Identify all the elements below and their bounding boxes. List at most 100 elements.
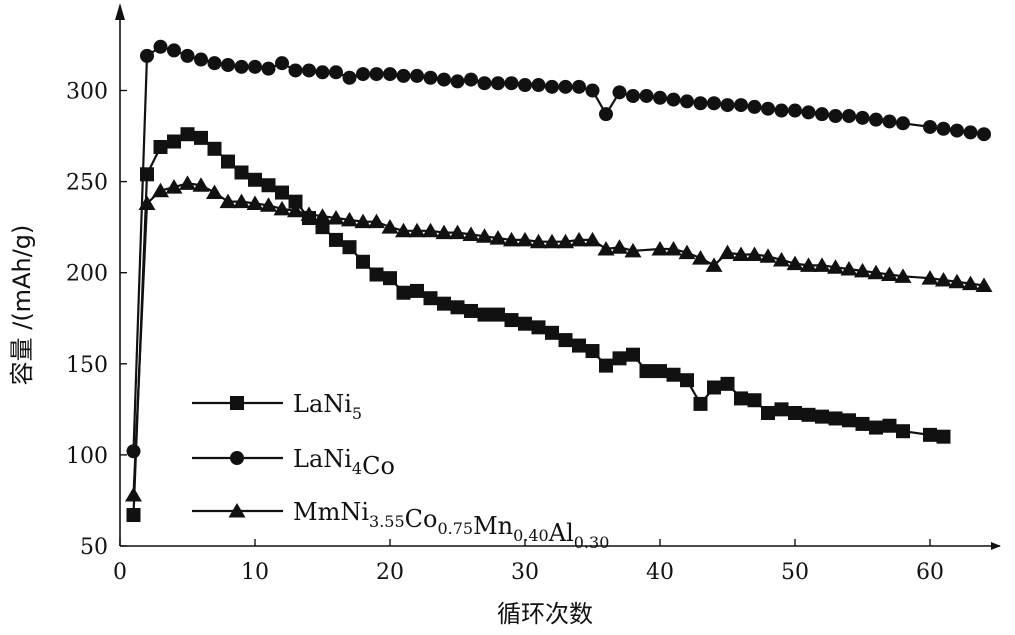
data-point: [801, 105, 816, 120]
data-point: [761, 101, 775, 116]
data-point: [626, 347, 640, 362]
legend: LaNi5 LaNi4Co MmNi3.55Co0.75Mn0.40Al0.30: [192, 390, 609, 552]
series-line: [132, 45, 985, 452]
x-axis-title: 循环次数: [497, 600, 593, 628]
data-point: [179, 175, 196, 190]
data-point: [167, 43, 181, 58]
data-point: [273, 200, 291, 216]
data-point: [408, 222, 426, 238]
data-point: [626, 88, 640, 103]
data-point: [516, 231, 534, 247]
data-point: [584, 231, 601, 247]
data-point: [800, 257, 817, 272]
data-point: [896, 424, 910, 439]
data-point: [558, 333, 573, 348]
data-point: [948, 273, 966, 289]
data-point: [639, 364, 654, 379]
data-point: [963, 125, 978, 140]
data-point: [801, 407, 816, 422]
data-point: [543, 233, 561, 249]
data-point: [867, 264, 885, 280]
data-point: [275, 185, 289, 200]
data-point: [356, 254, 370, 269]
data-point: [152, 182, 169, 198]
data-point: [153, 139, 168, 154]
data-point: [504, 76, 519, 91]
data-point: [869, 420, 883, 435]
data-point: [450, 300, 465, 315]
data-point: [921, 270, 939, 285]
data-point: [449, 224, 466, 240]
data-point: [383, 67, 397, 82]
data-point: [828, 109, 843, 124]
data-point: [246, 195, 264, 210]
data-point: [680, 94, 694, 109]
data-point: [369, 67, 384, 82]
data-point: [881, 266, 898, 282]
data-point: [275, 56, 289, 71]
data-point: [950, 123, 964, 138]
data-point: [180, 48, 195, 63]
data-point: [437, 72, 451, 87]
data-point: [774, 402, 789, 417]
x-tick-label: 30: [511, 560, 539, 585]
data-point: [221, 57, 235, 72]
data-point: [234, 165, 249, 180]
data-point: [261, 178, 276, 193]
data-point: [356, 67, 370, 82]
data-point: [788, 405, 802, 420]
legend-item: MmNi3.55Co0.75Mn0.40Al0.30: [192, 498, 609, 552]
data-point: [788, 103, 802, 118]
data-point: [423, 291, 438, 306]
data-point: [314, 208, 331, 223]
data-point: [261, 61, 276, 76]
data-point: [219, 193, 237, 209]
data-point: [572, 79, 586, 94]
y-tick-label: 50: [80, 535, 108, 560]
series-triangle: [125, 175, 993, 502]
data-point: [599, 358, 613, 373]
data-point: [719, 244, 736, 260]
data-point: [786, 255, 804, 271]
data-point: [167, 134, 181, 149]
data-point: [410, 283, 424, 298]
data-point: [813, 257, 831, 272]
y-tick-label: 150: [66, 353, 108, 378]
data-point: [369, 267, 384, 282]
data-point: [666, 92, 681, 107]
data-point: [896, 116, 910, 131]
data-point: [651, 241, 669, 256]
data-point: [692, 250, 709, 265]
x-tick-label: 60: [916, 560, 944, 585]
data-point: [126, 444, 141, 459]
data-point: [612, 351, 627, 366]
y-tick-label: 300: [66, 80, 108, 105]
data-point: [734, 391, 748, 406]
data-point: [491, 307, 505, 322]
data-point: [759, 248, 777, 263]
data-point: [747, 99, 762, 114]
series-square: [126, 127, 951, 523]
data-point: [462, 226, 480, 241]
data-point: [840, 261, 858, 276]
data-point: [599, 107, 613, 122]
data-point: [734, 98, 748, 113]
data-point: [354, 213, 372, 229]
data-point: [396, 285, 411, 300]
legend-item: LaNi4Co: [192, 445, 395, 480]
data-point: [707, 380, 721, 395]
data-point: [894, 268, 912, 283]
data-point: [287, 202, 304, 218]
y-tick-label: 100: [66, 444, 108, 469]
data-point: [342, 70, 357, 85]
axes: [115, 3, 1001, 550]
data-point: [503, 231, 520, 247]
data-point: [585, 344, 600, 359]
x-tick-label: 20: [376, 560, 404, 585]
data-point: [855, 110, 870, 125]
legend-marker: [230, 451, 244, 465]
y-tick-label: 200: [66, 262, 108, 287]
data-point: [611, 239, 628, 254]
y-tick-label: 250: [66, 171, 108, 196]
